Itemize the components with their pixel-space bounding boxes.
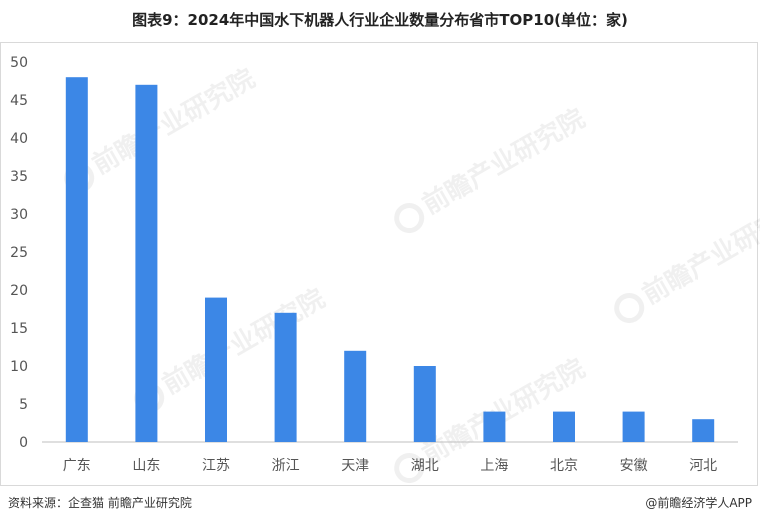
bar-9	[622, 411, 645, 442]
bar-8	[553, 411, 575, 442]
x-tick-label: 湖北	[411, 458, 439, 474]
credit-note: @前瞻经济学人APP	[645, 496, 752, 510]
x-tick-label: 北京	[550, 458, 578, 474]
bar-2	[135, 84, 158, 443]
x-tick-label: 浙江	[272, 458, 300, 474]
y-tick-label: 5	[19, 397, 28, 413]
y-tick-label: 25	[10, 245, 28, 261]
source-note: 资料来源：企查猫 前瞻产业研究院	[8, 496, 192, 510]
y-tick-label: 10	[10, 359, 28, 375]
bar-4	[274, 312, 297, 442]
bar-6	[413, 366, 436, 442]
chart-frame	[0, 42, 758, 486]
x-tick-label: 广东	[63, 458, 91, 474]
y-tick-label: 15	[10, 321, 28, 337]
footer: 资料来源：企查猫 前瞻产业研究院 @前瞻经济学人APP	[0, 488, 760, 524]
y-tick-label: 30	[10, 207, 28, 223]
y-tick-label: 50	[10, 55, 28, 71]
x-tick-label: 山东	[132, 458, 160, 474]
y-tick-label: 0	[19, 435, 28, 451]
x-tick-label: 河北	[689, 458, 717, 474]
bar-10	[692, 419, 715, 442]
y-tick-label: 40	[10, 131, 28, 147]
bar-5	[344, 350, 367, 442]
x-tick-label: 江苏	[202, 458, 230, 474]
bar-3	[205, 297, 227, 442]
bar-1	[65, 77, 88, 442]
chart-title: 图表9：2024年中国水下机器人行业企业数量分布省市TOP10(单位：家)	[132, 11, 628, 29]
x-tick-label: 安徽	[620, 458, 648, 474]
y-tick-label: 20	[10, 283, 28, 299]
y-tick-label: 35	[10, 169, 28, 185]
x-tick-label: 天津	[341, 458, 369, 474]
x-tick-label: 上海	[480, 458, 508, 474]
bar-7	[483, 411, 506, 442]
y-tick-label: 45	[10, 93, 28, 109]
bar-chart: 0 5 10 15 20 25 30 35 40 45 50 广东 山东 江苏 浙江 天津 湖北 上海 北京 安徽 河北	[10, 55, 738, 474]
